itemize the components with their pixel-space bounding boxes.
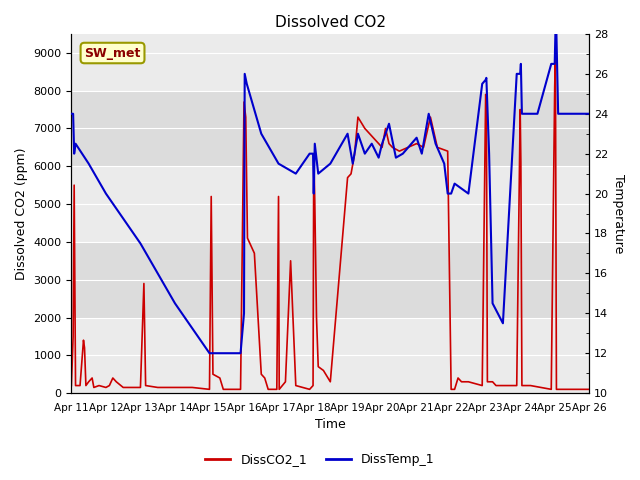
Text: SW_met: SW_met: [84, 47, 141, 60]
X-axis label: Time: Time: [315, 419, 346, 432]
Bar: [72, 34, 589, 91]
Title: Dissolved CO2: Dissolved CO2: [275, 15, 386, 30]
Bar: [72, 317, 589, 393]
Bar: [72, 242, 589, 317]
Y-axis label: Temperature: Temperature: [612, 174, 625, 253]
Bar: [72, 91, 589, 166]
Legend: DissCO2_1, DissTemp_1: DissCO2_1, DissTemp_1: [200, 448, 440, 471]
Bar: [72, 166, 589, 242]
Y-axis label: Dissolved CO2 (ppm): Dissolved CO2 (ppm): [15, 147, 28, 280]
